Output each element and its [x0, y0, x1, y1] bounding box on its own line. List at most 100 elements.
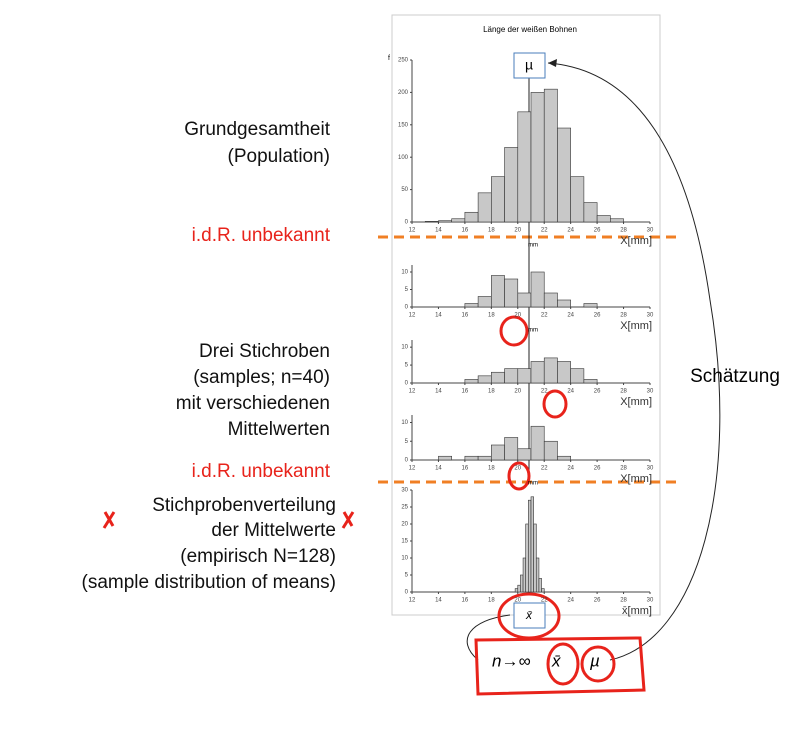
- x-tick-label: 14: [435, 228, 442, 234]
- x-tick-label: 14: [435, 389, 442, 395]
- bar: [504, 147, 519, 223]
- x-tick-label: 16: [462, 389, 469, 395]
- formula-xbar: x̄: [551, 651, 561, 670]
- bar: [504, 278, 519, 308]
- bar: [504, 368, 519, 384]
- bar: [477, 192, 492, 223]
- x-tick-label: 18: [488, 228, 495, 234]
- y-tick-label: 5: [405, 363, 409, 369]
- estimate-arrow: [547, 62, 721, 661]
- y-tick-label: 150: [398, 122, 409, 128]
- x-tick-label: 24: [567, 313, 574, 319]
- x-tick-label: 28: [620, 389, 627, 395]
- bar: [464, 303, 479, 308]
- bar: [543, 440, 558, 461]
- y-tick-label: 10: [401, 270, 408, 276]
- x-tick-label: 22: [541, 598, 548, 604]
- x-tick-label: 12: [409, 313, 416, 319]
- x-tick-label: 28: [620, 228, 627, 234]
- bar: [528, 499, 532, 593]
- bar: [424, 221, 439, 223]
- label: Mittelwerten: [228, 419, 330, 440]
- chart-title: Länge der weißen Bohnen: [483, 25, 577, 34]
- x-tick-label: 14: [435, 313, 442, 319]
- mu-box: [513, 52, 546, 79]
- box-scribble: [474, 636, 646, 696]
- x-tick-label: 18: [488, 313, 495, 319]
- bar: [491, 444, 505, 461]
- bar: [533, 523, 537, 593]
- y-axis-label: f: [388, 55, 390, 62]
- label: der Mittelwerte: [211, 520, 336, 541]
- y-tick-label: 20: [401, 522, 408, 528]
- x-tick-label: 20: [514, 389, 521, 395]
- xbar-box: [513, 602, 546, 629]
- x-tick-label: 26: [594, 313, 601, 319]
- bar: [557, 127, 571, 223]
- bar: [477, 296, 492, 308]
- mu: µ: [525, 57, 533, 73]
- annotations: [102, 315, 646, 696]
- y-tick-label: 30: [401, 488, 408, 494]
- circle: [497, 592, 561, 640]
- x-tick-label: 22: [541, 228, 548, 234]
- bar: [464, 211, 479, 223]
- x-tick-label: 14: [435, 466, 442, 472]
- x-tick-label: 12: [409, 598, 416, 604]
- bar: [557, 455, 571, 461]
- bar: [543, 357, 558, 384]
- circle: [542, 389, 568, 419]
- x-tick-label: 14: [435, 598, 442, 604]
- x-tick-label: 22: [541, 313, 548, 319]
- bar: [464, 455, 479, 461]
- x-tick-label: 20: [514, 228, 521, 234]
- x-tick-label: 16: [462, 466, 469, 472]
- bar: [517, 584, 521, 593]
- label: Stichprobenverteilung: [152, 495, 336, 516]
- bar: [583, 379, 598, 384]
- bar: [530, 92, 545, 223]
- formula-mu: µ: [589, 651, 600, 670]
- x-tick-label: 22: [541, 389, 548, 395]
- bar: [596, 215, 611, 223]
- circle: [546, 642, 580, 686]
- label: i.d.R. unbekannt: [192, 461, 331, 482]
- bar: [517, 292, 532, 308]
- x-axis-label: X[mm]: [620, 473, 652, 485]
- x-tick-label: 20: [514, 313, 521, 319]
- y-tick-label: 5: [405, 287, 409, 293]
- bar: [491, 275, 505, 308]
- label: Grundgesamtheit: [184, 119, 330, 140]
- bar: [538, 578, 542, 593]
- bar: [570, 368, 585, 384]
- y-tick-label: 5: [405, 439, 409, 445]
- y-tick-label: 10: [401, 556, 408, 562]
- x-tick-label: 30: [647, 598, 654, 604]
- unit-label: mm: [528, 328, 538, 334]
- x-tick-label: 24: [567, 466, 574, 472]
- y-tick-label: 250: [398, 58, 409, 64]
- x-tick-label: 16: [462, 313, 469, 319]
- estimate: Schätzung: [690, 366, 780, 387]
- x-axis-label: X[mm]: [620, 320, 652, 332]
- x-tick-label: 28: [620, 313, 627, 319]
- label: i.d.R. unbekannt: [192, 225, 331, 246]
- x-tick-label: 24: [567, 228, 574, 234]
- bar: [583, 303, 598, 308]
- x-tick-label: 30: [647, 466, 654, 472]
- label: (empirisch N=128): [180, 546, 336, 567]
- y-tick-label: 25: [401, 505, 408, 511]
- y-tick-label: 0: [405, 458, 409, 464]
- y-tick-label: 10: [401, 345, 408, 351]
- x-tick-label: 18: [488, 389, 495, 395]
- x-axis-label: X[mm]: [620, 396, 652, 408]
- x-tick-label: 12: [409, 228, 416, 234]
- bar: [514, 588, 519, 593]
- y-tick-label: 50: [401, 187, 408, 193]
- x-tick-label: 26: [594, 389, 601, 395]
- x-tick-label: 30: [647, 228, 654, 234]
- x-tick-label: 22: [541, 466, 548, 472]
- y-tick-label: 0: [405, 220, 409, 226]
- y-tick-label: 0: [405, 305, 409, 311]
